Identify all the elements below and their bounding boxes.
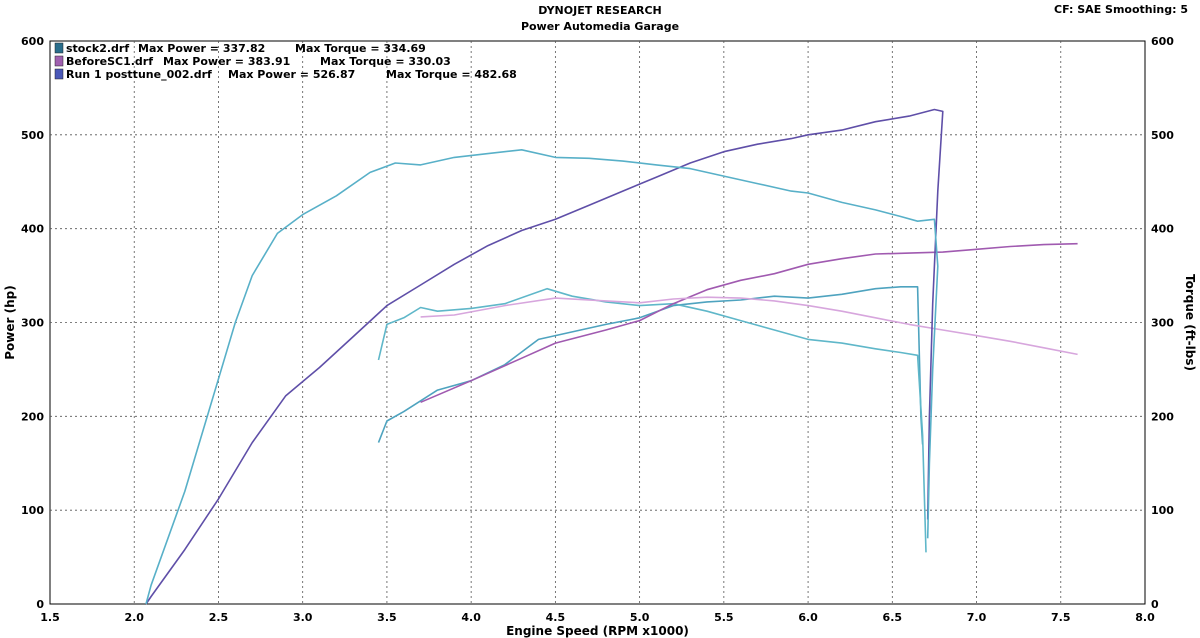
x-tick-label: 5.0	[630, 611, 650, 624]
series-line	[420, 296, 1078, 356]
y-tick-label-left: 200	[21, 410, 44, 423]
y-tick-label-right: 200	[1151, 410, 1174, 423]
x-tick-label: 3.5	[377, 611, 397, 624]
y-tick-label-right: 600	[1151, 35, 1174, 48]
x-tick-label: 3.0	[293, 611, 313, 624]
x-tick-label: 6.0	[798, 611, 818, 624]
y-tick-label-left: 100	[21, 504, 44, 517]
y-tick-label-right: 500	[1151, 129, 1174, 142]
series-line	[377, 286, 924, 445]
chart-title: DYNOJET RESEARCH	[538, 4, 662, 17]
legend-file: Run 1 posttune_002.drf	[66, 68, 212, 81]
legend-max-torque: Max Torque = 330.03	[320, 55, 451, 68]
legend-swatch	[54, 55, 64, 67]
y-tick-label-right: 400	[1151, 223, 1174, 236]
y-tick-label-left: 500	[21, 129, 44, 142]
series-line	[145, 108, 944, 605]
y-tick-label-right: 100	[1151, 504, 1174, 517]
series-line	[377, 287, 927, 553]
legend-max-torque: Max Torque = 334.69	[295, 42, 426, 55]
y-tick-label-right: 300	[1151, 317, 1174, 330]
series-line	[420, 242, 1078, 404]
y-tick-label-right: 0	[1151, 598, 1159, 611]
chart-subtitle: Power Automedia Garage	[520, 20, 680, 33]
x-tick-label: 1.5	[40, 611, 60, 624]
x-tick-label: 5.5	[714, 611, 734, 624]
x-tick-label: 2.0	[124, 611, 144, 624]
correction-smoothing-label: CF: SAE Smoothing: 5	[1054, 3, 1188, 16]
series-line	[145, 149, 939, 605]
legend-file: BeforeSC1.drf	[66, 55, 153, 68]
x-tick-label: 8.0	[1135, 611, 1155, 624]
x-tick-label: 4.0	[461, 611, 481, 624]
plot-area	[49, 40, 1146, 605]
x-tick-label: 7.0	[967, 611, 987, 624]
x-tick-label: 2.5	[209, 611, 229, 624]
legend-max-torque: Max Torque = 482.68	[386, 68, 517, 81]
legend-max-power: Max Power = 383.91	[163, 55, 290, 68]
legend-max-power: Max Power = 526.87	[228, 68, 355, 81]
y-axis-label-right: Torque (ft-lbs)	[1183, 274, 1197, 371]
legend-swatch	[54, 42, 64, 54]
legend-max-power: Max Power = 337.82	[138, 42, 265, 55]
x-tick-label: 7.5	[1051, 611, 1071, 624]
legend-swatch	[54, 68, 64, 80]
x-tick-label: 4.5	[546, 611, 566, 624]
x-axis-label: Engine Speed (RPM x1000)	[506, 624, 689, 638]
y-tick-label-left: 400	[21, 223, 44, 236]
y-tick-label-left: 300	[21, 317, 44, 330]
legend-file: stock2.drf	[66, 42, 129, 55]
x-tick-label: 6.5	[883, 611, 903, 624]
y-axis-label-left: Power (hp)	[3, 285, 17, 359]
y-tick-label-left: 600	[21, 35, 44, 48]
y-tick-label-left: 0	[36, 598, 44, 611]
